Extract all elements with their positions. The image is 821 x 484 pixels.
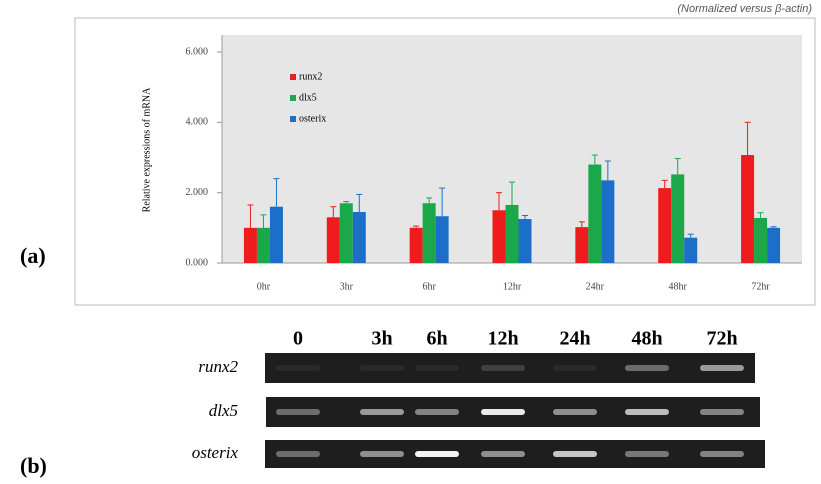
figure: (Normalized versus β-actin) Relative exp… bbox=[0, 0, 821, 484]
bar bbox=[493, 210, 506, 263]
legend-swatch bbox=[290, 95, 296, 101]
legend-swatch bbox=[290, 74, 296, 80]
bar bbox=[658, 188, 671, 263]
x-tick-label: 0hr bbox=[257, 281, 271, 292]
row-label: osterix bbox=[192, 443, 239, 462]
note: (Normalized versus β-actin) bbox=[677, 3, 812, 15]
row-label: runx2 bbox=[198, 357, 238, 376]
gel-band bbox=[360, 409, 404, 415]
gel-band bbox=[415, 451, 459, 457]
x-tick-label: 3hr bbox=[340, 281, 354, 292]
gel-band bbox=[415, 409, 459, 415]
y-axis-label: Relative expressions of mRNA bbox=[141, 87, 152, 212]
gel-band bbox=[700, 451, 744, 457]
gel-band bbox=[700, 365, 744, 371]
x-tick-label: 72hr bbox=[751, 281, 770, 292]
gel-band bbox=[481, 451, 525, 457]
lane-label: 72h bbox=[706, 328, 737, 350]
gel-band bbox=[625, 409, 669, 415]
gel-band bbox=[415, 365, 459, 371]
bar bbox=[327, 217, 340, 263]
legend-label: dlx5 bbox=[299, 92, 317, 103]
gel-band bbox=[276, 451, 320, 457]
x-tick-label: 24hr bbox=[586, 281, 605, 292]
bar bbox=[767, 228, 780, 263]
gel-image: 0 3h 6h 12h 24h 48h 72h runx2 dlx5 osterix bbox=[192, 328, 765, 468]
bar bbox=[575, 227, 588, 263]
gel-band bbox=[481, 409, 525, 415]
bar bbox=[601, 180, 614, 263]
gel-band bbox=[276, 365, 320, 371]
bar bbox=[270, 207, 283, 263]
lane-label: 24h bbox=[559, 328, 590, 350]
bar bbox=[340, 203, 353, 263]
gel-band bbox=[553, 409, 597, 415]
bar bbox=[754, 218, 767, 263]
bar bbox=[244, 228, 257, 263]
x-tick-label: 6hr bbox=[422, 281, 436, 292]
bar bbox=[506, 205, 519, 263]
gel-band bbox=[360, 451, 404, 457]
bar bbox=[353, 212, 366, 263]
row-label: dlx5 bbox=[209, 401, 238, 420]
lane-label: 3h bbox=[371, 328, 392, 350]
bar bbox=[423, 203, 436, 263]
lane-label: 12h bbox=[487, 328, 518, 350]
lane-label: 6h bbox=[426, 328, 447, 350]
gel-band bbox=[553, 365, 597, 371]
lane-label: 0 bbox=[293, 328, 303, 350]
gel-band bbox=[625, 365, 669, 371]
bar bbox=[410, 228, 423, 263]
legend-swatch bbox=[290, 116, 296, 122]
gel-band bbox=[700, 409, 744, 415]
y-tick-label: 2.000 bbox=[186, 187, 209, 198]
legend-label: osterix bbox=[299, 113, 326, 124]
bar bbox=[684, 238, 697, 263]
panel-label: (b) bbox=[20, 453, 47, 478]
y-tick-label: 4.000 bbox=[186, 117, 209, 128]
x-tick-label: 48hr bbox=[669, 281, 688, 292]
bar bbox=[588, 165, 601, 263]
bar bbox=[257, 228, 270, 263]
bar bbox=[519, 219, 532, 263]
panel-label: (a) bbox=[20, 243, 46, 268]
y-tick-label: 6.000 bbox=[186, 46, 209, 57]
page: {"chart_data": {"type": "bar", "note": "… bbox=[0, 0, 821, 484]
gel-band bbox=[360, 365, 404, 371]
x-tick-label: 12hr bbox=[503, 281, 522, 292]
bar bbox=[671, 174, 684, 263]
gel-band bbox=[553, 451, 597, 457]
bar bbox=[436, 216, 449, 263]
bar bbox=[741, 155, 754, 263]
y-tick-label: 0.000 bbox=[186, 257, 209, 268]
gel-band bbox=[276, 409, 320, 415]
gel-band bbox=[625, 451, 669, 457]
legend-label: runx2 bbox=[299, 71, 322, 82]
gel-band bbox=[481, 365, 525, 371]
lane-label: 48h bbox=[631, 328, 662, 350]
